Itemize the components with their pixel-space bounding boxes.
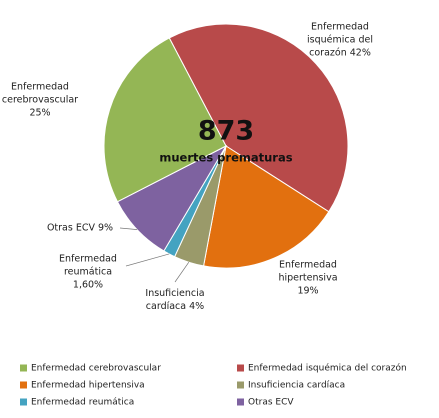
legend-label: Enfermedad hipertensiva [31, 381, 145, 391]
legend-swatch [237, 381, 244, 389]
data-label: cerebrovascular [2, 95, 78, 106]
legend-label: Enfermedad reumática [31, 398, 134, 408]
center-value: 873 [198, 116, 254, 147]
data-label: Enfermedad [11, 82, 69, 93]
data-label: cardíaca 4% [146, 301, 204, 312]
legend-label: Otras ECV [248, 398, 294, 408]
data-label: Enfermedad [311, 22, 369, 33]
legend-swatch [237, 398, 244, 406]
leader-line [119, 227, 138, 230]
pie-slice [168, 23, 349, 213]
pie-slice [103, 37, 227, 203]
legend-label: Enfermedad cerebrovascular [31, 364, 161, 374]
data-label: 1,60% [73, 280, 103, 291]
leader-line [174, 261, 190, 283]
data-label: Insuficiencia [145, 288, 204, 299]
data-label: hipertensiva [278, 273, 337, 284]
legend-swatch [20, 381, 27, 389]
data-label: 25% [29, 108, 50, 119]
data-label: isquémica del [307, 35, 373, 46]
legend-label: Insuficiencia cardíaca [248, 381, 345, 391]
leader-line [125, 253, 170, 267]
data-label: Otras ECV 9% [47, 223, 113, 234]
data-label: reumática [64, 267, 112, 278]
data-label: Enfermedad [279, 260, 337, 271]
legend-swatch [20, 398, 27, 406]
data-label: corazón 42% [309, 48, 371, 59]
legend-label: Enfermedad isquémica del corazón [248, 363, 407, 374]
legend-swatch [20, 364, 27, 372]
data-label: 19% [297, 286, 318, 297]
legend-swatch [237, 364, 244, 372]
center-caption: muertes prematuras [159, 151, 292, 165]
data-label: Enfermedad [59, 254, 117, 265]
pie-slice [202, 145, 330, 269]
